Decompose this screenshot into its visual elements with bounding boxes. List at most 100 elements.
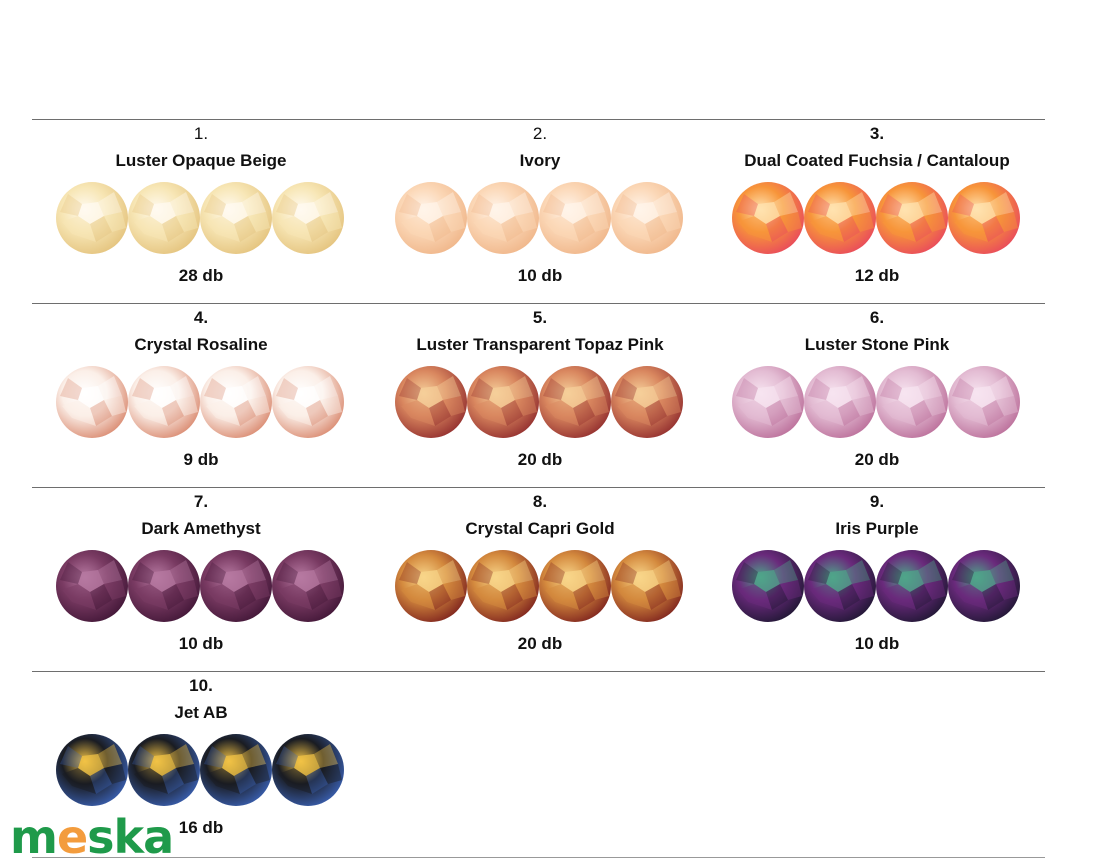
item-quantity: 28 db: [178, 266, 224, 285]
bottom-divider: [32, 857, 1045, 858]
meska-logo[interactable]: meska: [10, 810, 174, 864]
bead: [467, 550, 539, 622]
item-name: Dual Coated Fuchsia / Cantaloup: [744, 151, 1010, 170]
bead: [128, 366, 200, 438]
bead: [56, 182, 128, 254]
item-name: Jet AB: [174, 703, 228, 722]
bead: [56, 366, 128, 438]
item-number: 2.: [532, 124, 548, 143]
row-divider: [32, 303, 1045, 304]
item-quantity: 16 db: [178, 818, 224, 837]
bead: [200, 734, 272, 806]
bead-item: 7. Dark Amethyst 10 db: [51, 492, 351, 654]
logo-letter: e: [56, 810, 88, 864]
logo-letter: m: [10, 810, 58, 864]
bead-strand-image: [56, 366, 344, 438]
item-quantity: 10 db: [854, 634, 900, 653]
bead: [128, 734, 200, 806]
item-quantity: 20 db: [517, 634, 563, 653]
bead: [395, 182, 467, 254]
bead: [128, 550, 200, 622]
bead: [395, 366, 467, 438]
item-number: 10.: [189, 676, 213, 695]
item-name: Dark Amethyst: [141, 519, 261, 538]
row-divider: [32, 487, 1045, 488]
bead: [611, 366, 683, 438]
bead: [804, 182, 876, 254]
bead-item: 4. Crystal Rosaline 9 db: [51, 308, 351, 470]
item-quantity: 10 db: [517, 266, 563, 285]
item-name: Luster Opaque Beige: [115, 151, 287, 170]
bead: [467, 182, 539, 254]
bead: [128, 182, 200, 254]
bead: [804, 550, 876, 622]
bead-item: 3. Dual Coated Fuchsia / Cantaloup 12 db: [727, 124, 1027, 286]
item-quantity: 20 db: [854, 450, 900, 469]
bead: [948, 366, 1020, 438]
bead-strand-image: [56, 550, 344, 622]
bead: [272, 366, 344, 438]
item-number: 1.: [193, 124, 209, 143]
bead: [200, 182, 272, 254]
bead-strand-image: [56, 734, 344, 806]
item-number: 7.: [193, 492, 209, 511]
bead-item: 5. Luster Transparent Topaz Pink 20 db: [390, 308, 690, 470]
bead-strand-image: [395, 182, 683, 254]
bead-strand-image: [56, 182, 344, 254]
bead: [539, 182, 611, 254]
bead: [611, 182, 683, 254]
logo-letter: k: [113, 810, 145, 864]
bead-item: 8. Crystal Capri Gold 20 db: [390, 492, 690, 654]
item-number: 6.: [869, 308, 885, 327]
bead: [200, 366, 272, 438]
bead: [272, 550, 344, 622]
bead: [539, 550, 611, 622]
item-name: Crystal Capri Gold: [465, 519, 615, 538]
item-number: 8.: [532, 492, 548, 511]
bead: [56, 734, 128, 806]
bead: [876, 550, 948, 622]
item-name: Luster Transparent Topaz Pink: [416, 335, 664, 354]
row-divider: [32, 671, 1045, 672]
bead-strand-image: [732, 550, 1020, 622]
item-quantity: 10 db: [178, 634, 224, 653]
bead-item: 9. Iris Purple 10 db: [727, 492, 1027, 654]
bead: [467, 366, 539, 438]
item-number: 4.: [193, 308, 209, 327]
bead: [395, 550, 467, 622]
item-quantity: 9 db: [183, 450, 219, 469]
bead: [876, 366, 948, 438]
item-quantity: 20 db: [517, 450, 563, 469]
bead-item: 10. Jet AB 16 db: [51, 676, 351, 838]
row-divider: [32, 119, 1045, 120]
item-number: 5.: [532, 308, 548, 327]
bead-strand-image: [732, 366, 1020, 438]
item-name: Crystal Rosaline: [134, 335, 268, 354]
bead: [732, 182, 804, 254]
item-name: Luster Stone Pink: [804, 335, 950, 354]
bead: [56, 550, 128, 622]
bead: [876, 182, 948, 254]
bead: [804, 366, 876, 438]
bead: [539, 366, 611, 438]
bead-item: 2. Ivory 10 db: [390, 124, 690, 286]
bead-strand-image: [395, 366, 683, 438]
bead: [272, 734, 344, 806]
item-name: Iris Purple: [835, 519, 919, 538]
bead-strand-image: [732, 182, 1020, 254]
bead: [611, 550, 683, 622]
bead: [272, 182, 344, 254]
item-quantity: 12 db: [854, 266, 900, 285]
bead-strand-image: [395, 550, 683, 622]
bead-item: 1. Luster Opaque Beige 28 db: [51, 124, 351, 286]
item-name: Ivory: [519, 151, 561, 170]
bead: [948, 550, 1020, 622]
bead-item: 6. Luster Stone Pink 20 db: [727, 308, 1027, 470]
logo-letter: a: [143, 810, 174, 864]
item-number: 9.: [869, 492, 885, 511]
bead: [732, 550, 804, 622]
bead: [948, 182, 1020, 254]
bead: [732, 366, 804, 438]
item-number: 3.: [869, 124, 885, 143]
bead: [200, 550, 272, 622]
